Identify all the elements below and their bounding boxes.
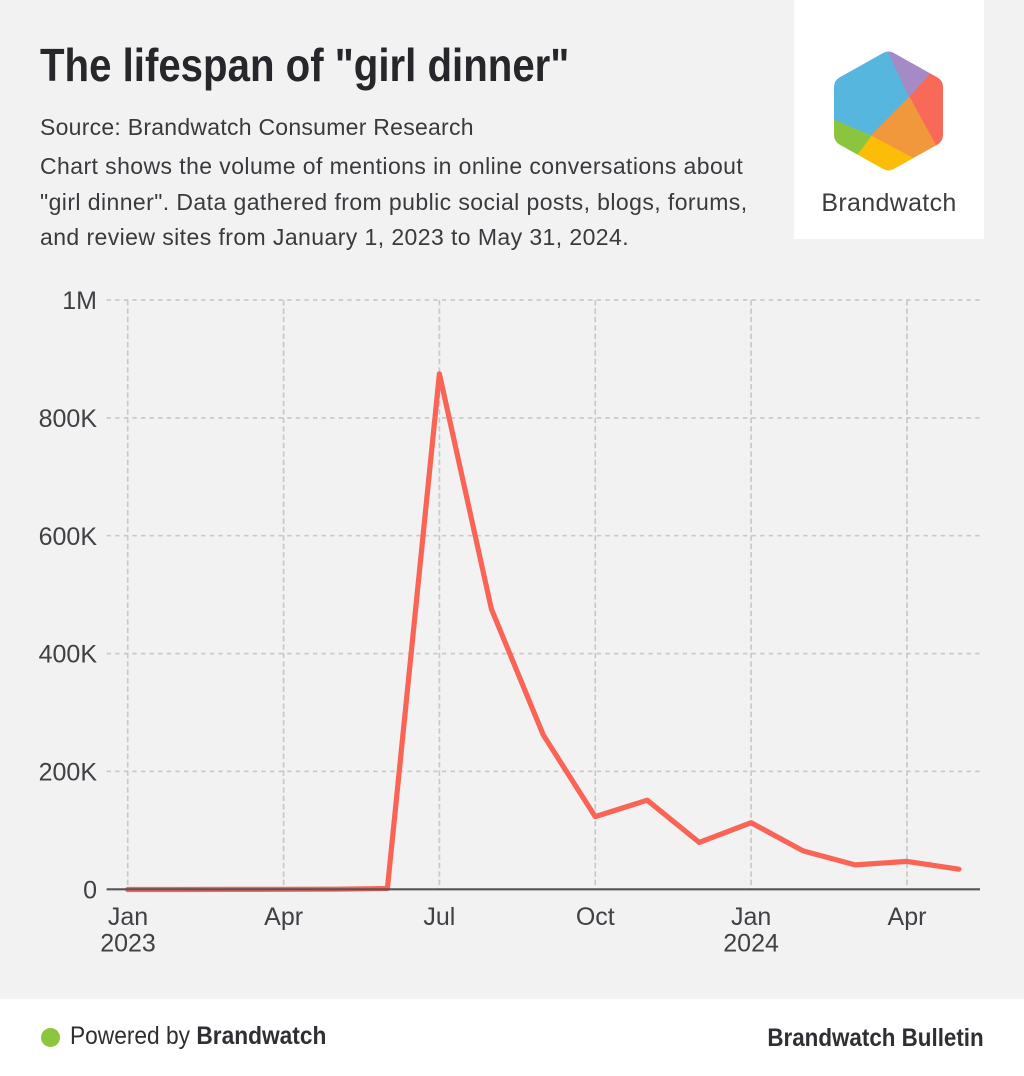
svg-text:800K: 800K <box>39 405 98 433</box>
svg-text:400K: 400K <box>39 641 98 669</box>
svg-text:Jan: Jan <box>731 903 771 931</box>
svg-text:Oct: Oct <box>576 903 615 931</box>
svg-text:1M: 1M <box>62 287 97 315</box>
svg-text:200K: 200K <box>39 759 98 787</box>
svg-text:Apr: Apr <box>888 903 927 931</box>
svg-text:Apr: Apr <box>264 903 303 931</box>
svg-text:2024: 2024 <box>723 929 779 957</box>
svg-text:Jan: Jan <box>108 903 148 931</box>
svg-text:2023: 2023 <box>100 929 156 957</box>
svg-text:600K: 600K <box>39 523 98 551</box>
svg-text:Jul: Jul <box>423 903 455 931</box>
svg-text:0: 0 <box>83 877 97 905</box>
